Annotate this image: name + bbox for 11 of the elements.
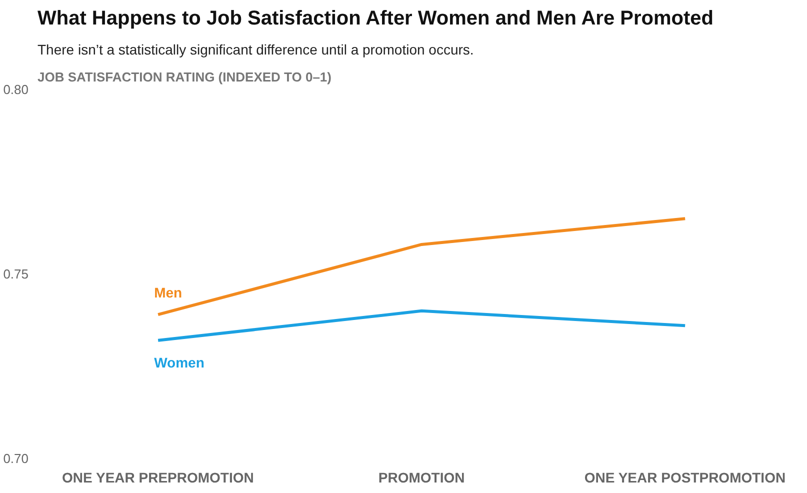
x-tick-label: ONE YEAR POSTPROMOTION — [584, 470, 786, 486]
chart-title: What Happens to Job Satisfaction After Women and Men Are Promoted — [38, 8, 714, 30]
x-tick-label: ONE YEAR PREPROMOTION — [62, 470, 254, 486]
y-axis-title: JOB SATISFACTION RATING (INDEXED TO 0–1) — [38, 70, 332, 84]
series-label: Men — [154, 284, 182, 301]
x-tick-label: PROMOTION — [378, 470, 465, 486]
chart-subtitle: There isn’t a statistically significant difference until a promotion occurs. — [38, 42, 474, 58]
series-label: Women — [154, 354, 204, 370]
y-tick-label: 0.75 — [3, 266, 29, 282]
y-tick-label: 0.70 — [3, 451, 29, 466]
y-tick-label: 0.80 — [3, 82, 29, 97]
